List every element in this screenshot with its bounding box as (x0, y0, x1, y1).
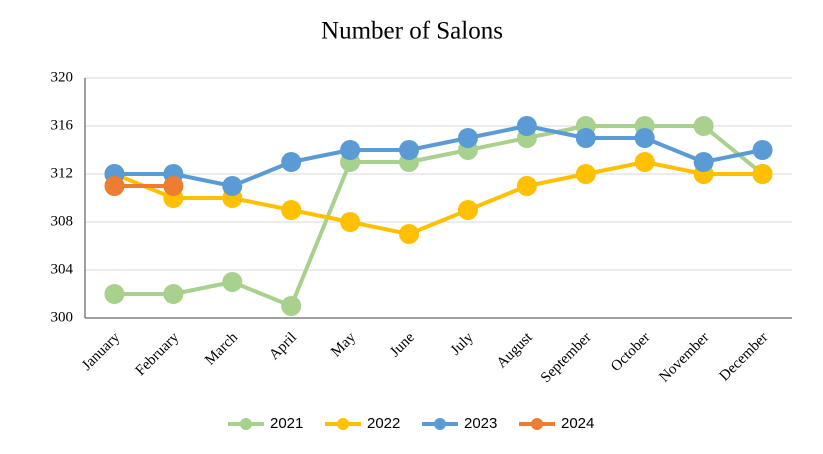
legend-label: 2021 (270, 415, 303, 432)
legend-marker (240, 418, 252, 430)
data-point (693, 152, 714, 172)
y-tick-label: 316 (51, 117, 74, 133)
legend-label: 2024 (561, 415, 594, 432)
data-point (457, 128, 478, 148)
data-point (634, 152, 655, 172)
data-point (399, 224, 420, 244)
data-point (457, 200, 478, 220)
data-point (281, 152, 302, 172)
y-tick-label: 320 (51, 69, 74, 85)
data-point (222, 176, 243, 196)
y-tick-label: 308 (51, 213, 74, 229)
legend-label: 2022 (367, 415, 400, 432)
legend-label: 2023 (464, 415, 497, 432)
data-point (281, 296, 302, 316)
data-point (163, 176, 184, 196)
data-point (575, 128, 596, 148)
legend-marker (531, 418, 543, 430)
data-point (634, 128, 655, 148)
data-point (752, 164, 773, 184)
legend-marker (434, 418, 446, 430)
y-tick-label: 304 (51, 261, 74, 277)
data-point (516, 116, 537, 136)
data-point (340, 212, 361, 232)
data-point (104, 284, 125, 304)
data-point (340, 140, 361, 160)
data-point (281, 200, 302, 220)
y-tick-label: 312 (51, 165, 74, 181)
data-point (693, 116, 714, 136)
series-line (114, 124, 763, 188)
data-point (752, 140, 773, 160)
y-tick-label: 300 (51, 309, 74, 325)
data-point (163, 284, 184, 304)
legend: 2021 2022 2023 2024 (228, 415, 594, 432)
data-point (222, 272, 243, 292)
data-point (575, 164, 596, 184)
data-point (399, 140, 420, 160)
data-point (104, 176, 125, 196)
legend-marker (337, 418, 349, 430)
chart-title: Number of Salons (321, 18, 503, 45)
data-point (516, 176, 537, 196)
